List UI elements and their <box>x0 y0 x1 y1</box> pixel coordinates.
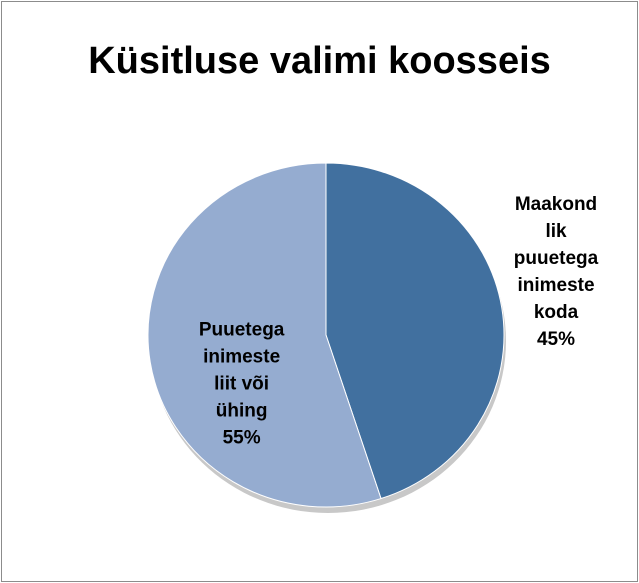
pie-slice <box>147 162 382 508</box>
slice-label: Maakond lik puuetega inimeste koda 45% <box>508 191 604 353</box>
category-label: Maakond lik puuetega inimeste koda <box>513 194 599 323</box>
category-label: Puuetega inimeste liit või ühing <box>198 319 285 422</box>
pie-slice <box>325 162 505 500</box>
slice-label: Puuetega inimeste liit või ühing 55% <box>194 316 290 451</box>
value-label: 45% <box>536 329 576 350</box>
chart-title: Küsitluse valimi koosseis <box>88 40 551 82</box>
value-label: 55% <box>222 427 261 449</box>
